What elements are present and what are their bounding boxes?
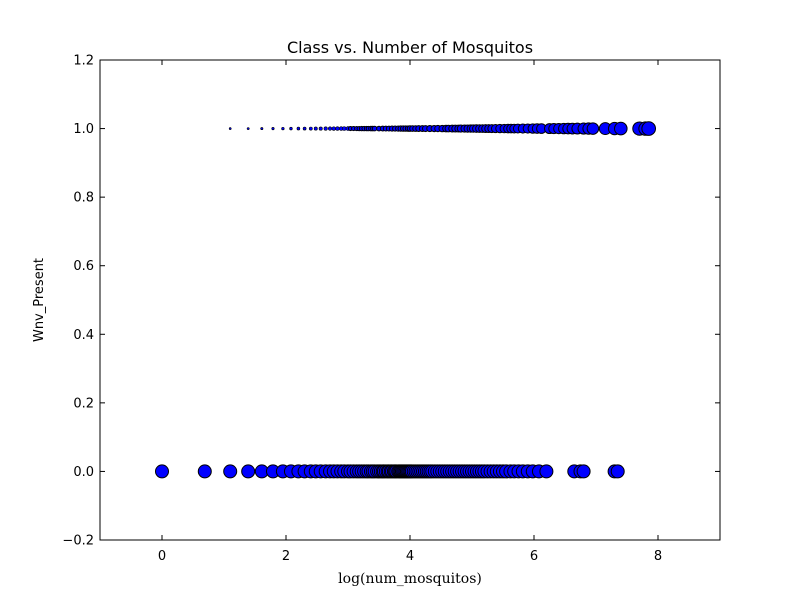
data-point-class-0 bbox=[539, 464, 554, 479]
ticks-layer: 0 2 4 6 8 −0.2 0.0 0.2 0.4 0.6 0.8 1.0 1.2 bbox=[62, 54, 720, 564]
data-point-class-1 bbox=[228, 127, 232, 130]
data-point-class-1 bbox=[641, 121, 657, 136]
x-tick-label: 2 bbox=[282, 549, 290, 564]
x-axis-label: log(num_mosquitos) bbox=[338, 571, 482, 587]
y-tick-label: 0.6 bbox=[73, 259, 94, 274]
data-point-class-1 bbox=[289, 126, 293, 131]
data-point-class-1 bbox=[281, 126, 285, 131]
data-point-class-1 bbox=[246, 127, 250, 130]
data-point-class-0 bbox=[197, 464, 212, 479]
data-point-class-1 bbox=[302, 126, 307, 131]
data-point-class-0 bbox=[155, 464, 169, 479]
data-point-class-1 bbox=[323, 126, 328, 131]
data-point-class-0 bbox=[241, 464, 256, 479]
y-axis-label: Wnv_Present bbox=[32, 258, 47, 342]
data-point-class-1 bbox=[335, 126, 340, 131]
y-tick-label: 0.2 bbox=[73, 396, 94, 411]
y-tick-label: 0.8 bbox=[73, 191, 94, 206]
y-tick-label: −0.2 bbox=[62, 534, 94, 549]
x-tick-label: 4 bbox=[406, 549, 414, 564]
x-tick-label: 0 bbox=[158, 549, 166, 564]
data-point-class-1 bbox=[271, 127, 275, 131]
y-tick-label: 1.0 bbox=[73, 122, 94, 137]
y-tick-label: 0.0 bbox=[73, 465, 94, 480]
data-point-class-1 bbox=[313, 126, 318, 131]
data-point-class-1 bbox=[327, 126, 333, 131]
data-point-class-0 bbox=[223, 464, 238, 479]
points-layer bbox=[155, 121, 657, 479]
x-tick-label: 6 bbox=[530, 549, 538, 564]
y-tick-label: 0.4 bbox=[73, 328, 94, 343]
data-point-class-1 bbox=[614, 121, 628, 136]
data-point-class-1 bbox=[342, 126, 347, 131]
data-point-class-1 bbox=[586, 122, 600, 135]
chart-title: Class vs. Number of Mosquitos bbox=[287, 38, 533, 57]
data-point-class-1 bbox=[260, 127, 264, 131]
data-point-class-1 bbox=[318, 126, 323, 131]
data-point-class-0 bbox=[610, 464, 625, 479]
data-point-class-1 bbox=[296, 126, 301, 131]
data-point-class-1 bbox=[308, 126, 313, 131]
data-point-class-0 bbox=[576, 464, 591, 479]
y-tick-label: 1.2 bbox=[73, 54, 94, 69]
x-tick-label: 8 bbox=[654, 549, 662, 564]
data-point-class-1 bbox=[331, 126, 336, 131]
